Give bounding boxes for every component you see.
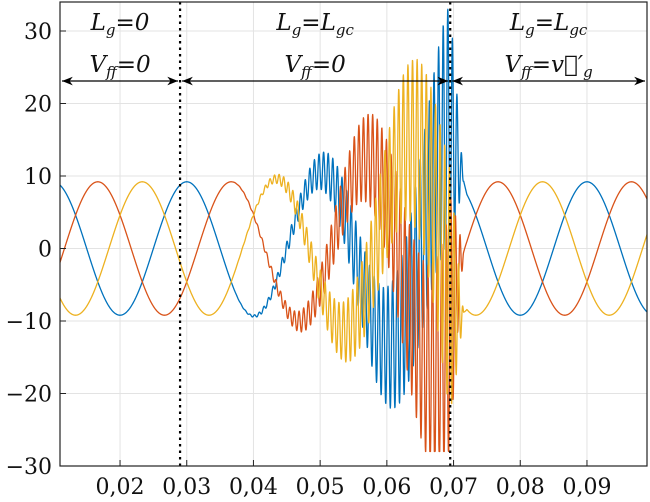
y-tick-label: −30 — [6, 455, 52, 480]
series-line-2 — [59, 113, 648, 453]
x-tick-label: 0,07 — [429, 475, 478, 500]
x-tick-label: 0,03 — [162, 475, 211, 500]
x-tick-label: 0,04 — [229, 475, 278, 500]
x-tick-label: 0,02 — [96, 475, 145, 500]
y-tick-label: 20 — [24, 93, 52, 118]
y-tick-label: 10 — [24, 165, 52, 190]
series-group — [59, 8, 648, 453]
series-line-1 — [59, 8, 648, 409]
y-tick-label: −20 — [6, 383, 52, 408]
x-tick-label: 0,08 — [496, 475, 545, 500]
x-tick-label: 0,06 — [362, 475, 411, 500]
y-tick-label: 0 — [38, 238, 52, 263]
region-label-2-inductance: Lg=Lgc — [275, 10, 354, 39]
plot-frame — [59, 1, 648, 467]
region-label-1-feedforward: Vff=0 — [89, 52, 150, 81]
x-tick-label: 0,09 — [562, 475, 611, 500]
series-line-3 — [59, 58, 648, 405]
region-label-3-feedforward: Vff=v⃗′g — [505, 52, 593, 81]
x-tick-labels: 0,02 0,03 0,04 0,05 0,06 0,07 0,08 0,09 — [96, 460, 611, 500]
x-tick-label: 0,05 — [296, 475, 345, 500]
region-labels: Lg=0 Vff=0 Lg=Lgc Vff=0 Lg=Lgc Vff=v⃗′g — [89, 10, 592, 81]
y-tick-labels: −30 −20 −10 0 10 20 30 — [6, 20, 66, 480]
region-label-1-inductance: Lg=0 — [90, 10, 150, 39]
region-label-3-inductance: Lg=Lgc — [509, 10, 588, 39]
y-tick-label: −10 — [6, 310, 52, 335]
region-label-2-feedforward: Vff=0 — [285, 52, 346, 81]
y-tick-label: 30 — [24, 20, 52, 45]
